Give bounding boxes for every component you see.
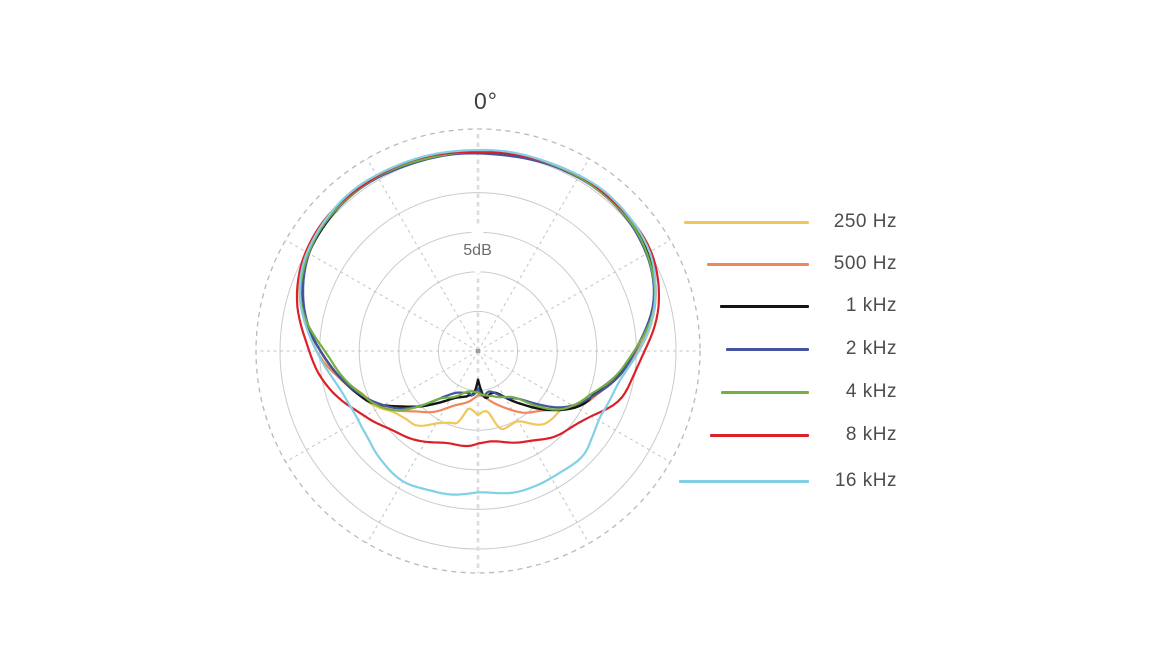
legend-swatch-500hz [707, 262, 809, 266]
legend-swatch-16khz [679, 479, 809, 483]
zero-degree-label: 0° [474, 88, 498, 114]
legend-item-8khz: 8 kHz [710, 423, 897, 447]
legend-item-4khz: 4 kHz [721, 380, 897, 404]
legend-label-500hz: 500 Hz [833, 253, 897, 274]
radial-grid-line [477, 239, 671, 352]
radial-grid-line [285, 239, 479, 352]
legend-swatch-250hz [684, 220, 809, 224]
legend-label-1khz: 1 kHz [845, 295, 897, 316]
legend-label-16khz: 16 kHz [834, 470, 897, 491]
curve-16khz [298, 148, 657, 496]
legend-swatch-2khz [726, 347, 809, 351]
center-dot [476, 349, 480, 353]
legend-item-250hz: 250 Hz [684, 210, 897, 234]
db-ring-label: 5dB [463, 242, 491, 259]
legend-label-4khz: 4 kHz [845, 381, 897, 402]
radial-grid-line [366, 350, 479, 544]
db-label-group: 5dB [453, 226, 502, 275]
legend-label-8khz: 8 kHz [845, 424, 897, 445]
radial-grid-line [477, 350, 590, 544]
legend-swatch-8khz [710, 433, 809, 437]
legend-item-500hz: 500 Hz [707, 252, 897, 276]
legend-item-1khz: 1 kHz [720, 294, 897, 318]
legend-swatch-4khz [721, 390, 809, 394]
legend-item-2khz: 2 kHz [726, 337, 897, 361]
db-label-diamond [453, 226, 502, 275]
legend-item-16khz: 16 kHz [679, 469, 897, 493]
frequency-curves [295, 148, 660, 496]
legend-label-2khz: 2 kHz [845, 338, 897, 359]
legend-label-250hz: 250 Hz [833, 211, 897, 232]
radial-grid-line [366, 158, 479, 352]
legend-swatch-1khz [720, 304, 809, 308]
curve-8khz [295, 150, 660, 448]
radial-grid-line [477, 158, 590, 352]
chart-legend: 250 Hz 500 Hz 1 kHz 2 kHz 4 kHz 8 kHz 16 kHz [667, 0, 897, 660]
